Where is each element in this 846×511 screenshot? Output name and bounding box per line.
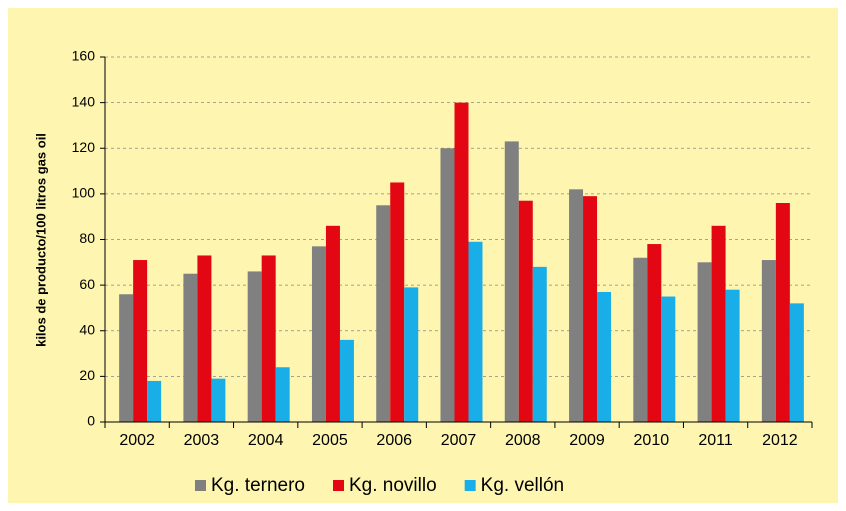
legend-label: Kg. novillo bbox=[349, 475, 437, 496]
bar bbox=[147, 380, 162, 422]
legend-label: Kg. vellón bbox=[481, 475, 564, 496]
bar bbox=[569, 189, 584, 422]
y-axis-label: kilos de producto/100 litros gas oil bbox=[33, 133, 48, 347]
bar bbox=[183, 273, 198, 422]
y-tick-label: 160 bbox=[72, 48, 96, 64]
bar bbox=[468, 241, 483, 422]
legend-swatch bbox=[464, 480, 476, 491]
x-tick-label: 2004 bbox=[248, 432, 284, 449]
x-tick-label: 2012 bbox=[762, 432, 798, 449]
bar bbox=[583, 196, 598, 422]
y-tick-label: 80 bbox=[79, 230, 95, 246]
bar bbox=[697, 262, 712, 422]
y-tick-label: 40 bbox=[79, 321, 95, 337]
x-tick-label: 2002 bbox=[119, 432, 155, 449]
bar bbox=[775, 203, 790, 422]
bar bbox=[390, 182, 405, 422]
bar bbox=[661, 296, 676, 422]
y-tick-label: 140 bbox=[72, 93, 96, 109]
legend-swatch bbox=[333, 480, 344, 491]
x-tick-label: 2005 bbox=[312, 432, 348, 449]
bar bbox=[725, 289, 740, 422]
bar bbox=[789, 303, 804, 422]
y-tick-label: 20 bbox=[79, 367, 95, 383]
bar bbox=[339, 339, 354, 422]
bar bbox=[440, 148, 455, 422]
bar bbox=[275, 367, 290, 422]
x-tick-label: 2006 bbox=[376, 432, 412, 449]
bar bbox=[404, 287, 419, 422]
x-tick-label: 2003 bbox=[184, 432, 220, 449]
bar bbox=[532, 266, 547, 422]
x-tick-label: 2010 bbox=[634, 432, 670, 449]
bar bbox=[119, 294, 134, 422]
x-tick-label: 2007 bbox=[441, 432, 477, 449]
y-tick-label: 0 bbox=[87, 413, 95, 429]
bar bbox=[376, 205, 391, 422]
bar bbox=[325, 225, 340, 422]
bar bbox=[647, 244, 662, 422]
x-tick-label: 2009 bbox=[569, 432, 605, 449]
legend-swatch bbox=[195, 480, 206, 491]
y-tick-label: 60 bbox=[79, 276, 95, 292]
bar bbox=[211, 378, 226, 422]
bar bbox=[761, 260, 776, 422]
bar bbox=[518, 200, 533, 422]
bar bbox=[247, 271, 262, 422]
bar bbox=[133, 260, 148, 422]
x-tick-label: 2008 bbox=[505, 432, 541, 449]
bar bbox=[711, 225, 726, 422]
x-tick-label: 2011 bbox=[698, 432, 733, 449]
legend-label: Kg. ternero bbox=[211, 475, 305, 496]
bar bbox=[311, 246, 326, 422]
bar bbox=[261, 255, 276, 422]
bar bbox=[633, 257, 648, 422]
bar bbox=[504, 141, 519, 422]
y-tick-label: 120 bbox=[72, 139, 96, 155]
bar bbox=[597, 291, 612, 422]
y-tick-label: 100 bbox=[72, 185, 96, 201]
bar bbox=[454, 102, 469, 422]
bar bbox=[197, 255, 212, 422]
